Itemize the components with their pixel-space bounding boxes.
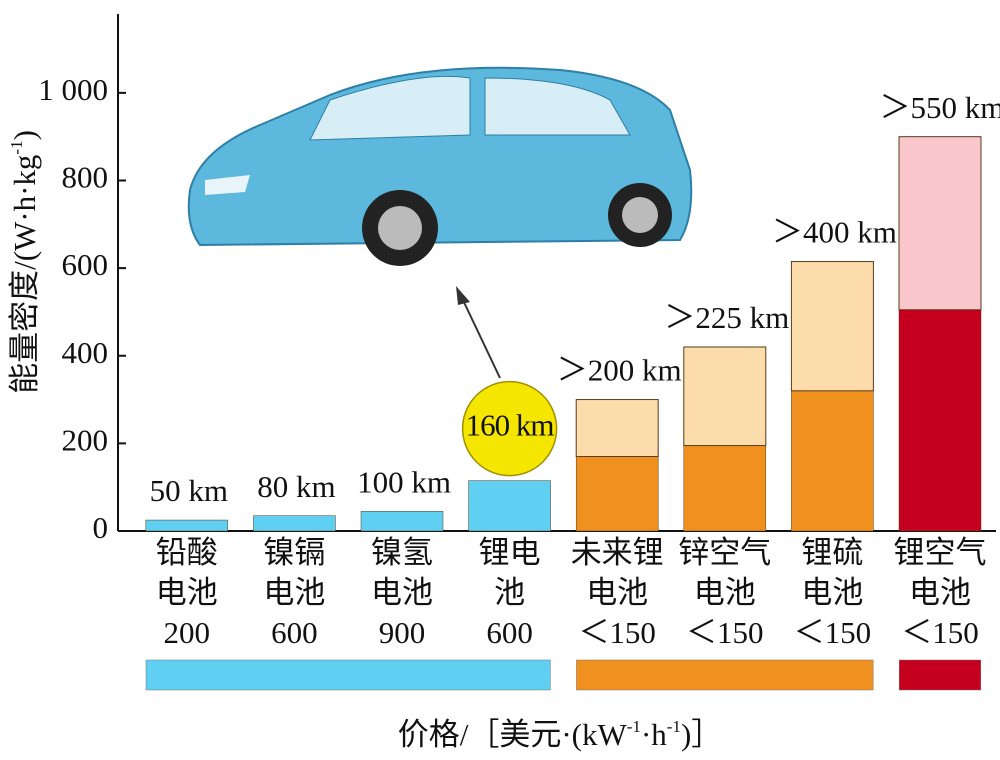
price-label: 900 — [379, 615, 426, 650]
y-tick-label: 600 — [62, 247, 109, 282]
x-tick-label: 锂硫 — [801, 535, 863, 570]
price-label: 600 — [486, 615, 533, 650]
x-tick-label: 锂电 — [479, 535, 541, 570]
range-label: 50 km — [150, 473, 228, 508]
bar-segment — [683, 346, 767, 447]
bar-segment — [575, 456, 659, 532]
price-label: ＜150 — [578, 615, 656, 650]
y-tick-label: 200 — [62, 422, 109, 457]
label-part: -1 — [667, 717, 681, 736]
bar-segment — [898, 309, 982, 532]
bar-segment — [575, 399, 659, 458]
bar-segment — [253, 515, 336, 532]
label-part: ·h — [641, 717, 667, 752]
price-label: ＜150 — [686, 615, 764, 650]
price-label: 200 — [164, 615, 211, 650]
x-axis-label: 价格/［美元·(kW-1·h-1)］ — [398, 717, 723, 752]
bar-segment — [145, 519, 229, 532]
x-tick-label: 镍镉 — [263, 535, 325, 570]
range-label: 160 km — [466, 408, 555, 443]
bar-segment — [898, 136, 982, 311]
x-tick-label: 铅酸 — [156, 535, 218, 570]
bar-segment — [790, 261, 874, 392]
y-tick-label: 400 — [62, 335, 109, 370]
label-part: 价格/［美元·(kW — [398, 717, 628, 752]
label-part: )］ — [681, 717, 722, 752]
x-tick-label: 锂空气 — [894, 535, 987, 570]
y-tick-label: 0 — [93, 510, 109, 545]
bar-segment — [468, 480, 551, 532]
x-tick-label: 电池 — [909, 575, 971, 610]
car-illustration — [187, 66, 693, 266]
bar-segment — [791, 390, 874, 532]
x-tick-label: 电池 — [801, 575, 863, 610]
arrow — [456, 286, 501, 379]
bar-segment — [360, 511, 444, 532]
price-group-bar — [145, 659, 551, 691]
price-label: ＜150 — [901, 615, 979, 650]
range-label: 100 km — [357, 464, 451, 499]
price-label: ＜150 — [794, 615, 872, 650]
range-label: 80 km — [257, 469, 335, 504]
bar-segment — [683, 445, 767, 532]
price-group-bar — [576, 659, 874, 691]
x-tick-label: 电池 — [371, 575, 433, 610]
highlight-circle — [461, 380, 558, 477]
range-label: ＞550 km — [880, 90, 1000, 125]
y-tick-label: 800 — [62, 160, 109, 195]
x-tick-label: 电池 — [156, 575, 218, 610]
x-tick-label: 锌空气 — [678, 535, 771, 570]
range-label: ＞400 km — [772, 215, 897, 250]
price-group-bar — [898, 659, 982, 691]
price-label: 600 — [271, 615, 318, 650]
x-tick-label: 电池 — [586, 575, 648, 610]
label-part: -1 — [627, 717, 641, 736]
range-label: ＞200 km — [557, 353, 682, 388]
label-part: -1 — [7, 140, 26, 154]
label-part: 能量密度/(W·h·kg — [7, 155, 42, 394]
range-label: ＞225 km — [664, 300, 789, 335]
x-tick-label: 池 — [494, 575, 525, 610]
y-axis-label: 能量密度/(W·h·kg-1) — [7, 130, 42, 394]
label-part: ) — [7, 130, 42, 140]
x-tick-label: 电池 — [263, 575, 325, 610]
x-tick-label: 电池 — [694, 575, 756, 610]
x-tick-label: 镍氢 — [371, 535, 433, 570]
x-tick-label: 未来锂 — [571, 535, 664, 570]
y-tick-label: 1 000 — [38, 72, 108, 107]
